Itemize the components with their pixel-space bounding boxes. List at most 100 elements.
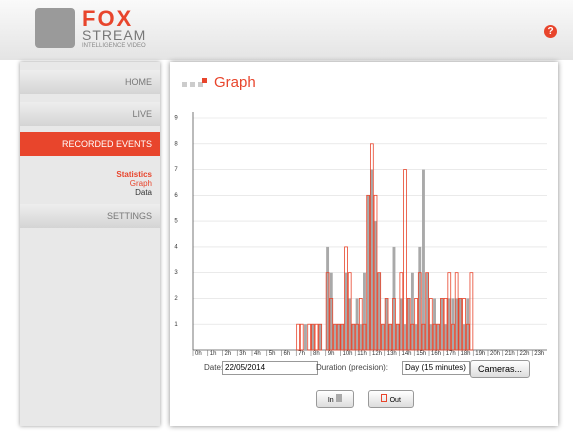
- bar: [469, 272, 474, 351]
- title-dot: [202, 78, 207, 83]
- bar: [304, 324, 307, 350]
- bar: [458, 298, 462, 350]
- cameras-button[interactable]: Cameras...: [470, 360, 530, 378]
- bar: [373, 194, 378, 351]
- bar: [444, 324, 448, 350]
- bar: [377, 272, 382, 351]
- bar: [363, 272, 366, 350]
- x-tick-label: 9h: [328, 351, 335, 357]
- bar: [425, 272, 429, 351]
- logo-icon: [35, 8, 75, 48]
- bar: [374, 221, 377, 350]
- bar: [403, 324, 407, 350]
- sub-item[interactable]: Data: [135, 188, 152, 197]
- bar: [392, 298, 396, 351]
- bar: [385, 298, 389, 350]
- bar: [344, 272, 348, 350]
- bar: [454, 272, 459, 351]
- bar: [311, 324, 315, 350]
- logo-tagline: INTELLIGENCE VIDEO: [82, 43, 146, 49]
- bar: [462, 324, 466, 350]
- bar: [377, 272, 381, 350]
- logo-stream: STREAM: [82, 27, 147, 43]
- bar: [396, 324, 400, 350]
- bar: [443, 298, 448, 351]
- logo-fox: FOX: [82, 6, 134, 31]
- bar: [455, 298, 459, 350]
- x-tick-label: 2h: [225, 351, 232, 357]
- bar: [388, 324, 392, 350]
- bar: [370, 169, 374, 350]
- nav-item-active[interactable]: RECORDED EVENTS: [20, 132, 160, 156]
- bar: [388, 323, 393, 351]
- y-tick-label: 7: [174, 167, 178, 173]
- y-tick-label: 2: [174, 296, 178, 302]
- bar: [428, 298, 433, 351]
- bar: [359, 324, 363, 350]
- bar: [407, 298, 411, 350]
- bar: [447, 298, 451, 350]
- legend-in[interactable]: In: [316, 390, 354, 408]
- x-tick-label: 0h: [195, 351, 202, 357]
- bar: [351, 323, 356, 351]
- bar: [325, 272, 330, 351]
- bar: [436, 323, 441, 351]
- sub-item[interactable]: Graph: [129, 179, 152, 188]
- bar: [310, 323, 315, 351]
- bar: [337, 324, 341, 350]
- x-tick-label: 1h: [210, 351, 217, 357]
- x-tick-label: 14h: [402, 351, 412, 357]
- sidebar: HOME LIVE RECORDED EVENTS Statistics Gra…: [20, 62, 160, 426]
- bar: [340, 323, 345, 351]
- y-tick-label: 4: [174, 244, 178, 250]
- x-tick-label: 22h: [520, 351, 530, 357]
- duration-select[interactable]: Day (15 minutes): [402, 361, 470, 375]
- bar: [410, 323, 415, 351]
- legend-swatch: [381, 394, 388, 402]
- x-tick-label: 7h: [298, 351, 305, 357]
- panel-title: Graph: [214, 74, 256, 91]
- bar: [395, 323, 400, 351]
- bar: [447, 272, 452, 351]
- legend-out[interactable]: Out: [368, 390, 414, 408]
- y-tick-label: 9: [174, 116, 178, 122]
- x-tick-label: 13h: [387, 351, 397, 357]
- bar: [381, 324, 385, 350]
- bar: [421, 323, 426, 351]
- y-tick-label: 3: [174, 270, 178, 276]
- x-tick-label: 15h: [416, 351, 426, 357]
- bar: [418, 246, 422, 350]
- bar: [369, 143, 374, 351]
- y-tick-label: 1: [174, 322, 178, 328]
- date-input[interactable]: 22/05/2014: [222, 361, 318, 375]
- x-tick-label: 19h: [475, 351, 485, 357]
- nav-item[interactable]: SETTINGS: [20, 204, 160, 228]
- header: FOX STREAM INTELLIGENCE VIDEO ?: [0, 0, 573, 60]
- bar: [307, 323, 311, 351]
- bar: [462, 298, 466, 351]
- nav-item[interactable]: LIVE: [20, 102, 160, 126]
- x-tick-label: 23h: [534, 351, 544, 357]
- bar: [329, 272, 333, 350]
- nav-item[interactable]: HOME: [20, 70, 160, 94]
- bar: [299, 323, 304, 351]
- bar: [465, 323, 470, 351]
- x-tick-label: 11h: [357, 351, 367, 357]
- bar: [333, 324, 337, 350]
- bar: [348, 298, 352, 350]
- bar: [318, 323, 323, 351]
- duration-label: Duration (precision):: [316, 363, 389, 372]
- bar: [417, 272, 422, 351]
- bar: [326, 246, 330, 350]
- bar: [422, 169, 425, 350]
- bar: [340, 324, 344, 350]
- bar: [451, 323, 455, 351]
- x-tick-label: 20h: [490, 351, 500, 357]
- help-button[interactable]: ?: [544, 25, 557, 38]
- bar: [355, 323, 359, 351]
- x-tick-label: 17h: [446, 351, 456, 357]
- bar: [351, 324, 355, 350]
- bar: [366, 195, 370, 350]
